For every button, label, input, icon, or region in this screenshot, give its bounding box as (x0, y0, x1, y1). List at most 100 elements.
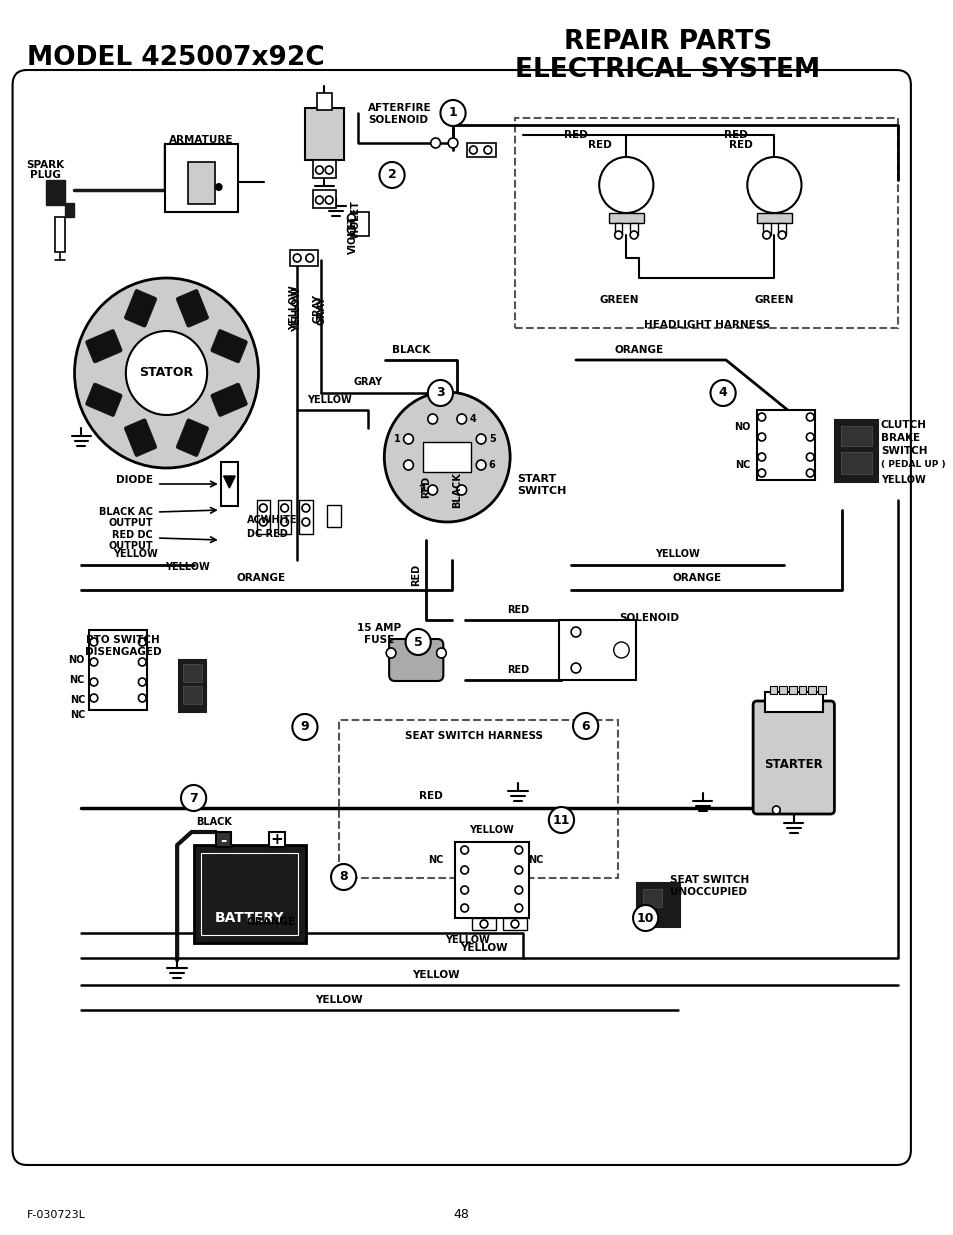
Bar (179, 659, 206, 713)
Bar (807, 685, 815, 694)
Bar (351, 212, 369, 236)
FancyBboxPatch shape (211, 383, 247, 416)
Text: 2: 2 (387, 168, 396, 182)
Text: 48: 48 (454, 1209, 469, 1221)
Bar (338, 720, 617, 878)
Text: NO: NO (733, 422, 749, 432)
Circle shape (427, 380, 453, 406)
Text: STATOR: STATOR (139, 367, 193, 379)
Circle shape (633, 905, 658, 931)
Circle shape (436, 648, 446, 658)
Text: 11: 11 (552, 814, 570, 826)
Text: YELLOW: YELLOW (307, 395, 351, 405)
Text: RED DC: RED DC (112, 530, 152, 540)
Circle shape (331, 864, 355, 890)
Circle shape (259, 517, 267, 526)
Text: YELLOW: YELLOW (412, 969, 459, 981)
Bar (188, 162, 214, 204)
Bar (313, 190, 335, 207)
Text: HEADLIGHT HARNESS: HEADLIGHT HARNESS (643, 320, 769, 330)
Bar (193, 845, 306, 944)
Text: YELLOW: YELLOW (445, 935, 490, 945)
Circle shape (757, 412, 765, 421)
Text: 6: 6 (488, 459, 495, 471)
Circle shape (456, 485, 466, 495)
Circle shape (614, 231, 621, 240)
Text: YELLOW: YELLOW (459, 944, 507, 953)
Text: DISENGAGED: DISENGAGED (85, 647, 161, 657)
Bar (183, 664, 202, 682)
Circle shape (384, 391, 510, 522)
Circle shape (598, 157, 653, 212)
Circle shape (138, 694, 146, 701)
Circle shape (440, 100, 465, 126)
FancyBboxPatch shape (752, 701, 834, 814)
Text: YELLOW: YELLOW (880, 475, 924, 485)
Circle shape (757, 453, 765, 461)
Bar (466, 143, 496, 157)
Circle shape (138, 658, 146, 666)
Bar (55, 217, 65, 252)
Text: RED: RED (411, 564, 421, 587)
Text: BLACK AC: BLACK AC (99, 508, 152, 517)
Circle shape (126, 331, 207, 415)
FancyBboxPatch shape (389, 638, 443, 680)
Text: GRAY: GRAY (353, 377, 382, 387)
Text: YELLOW: YELLOW (314, 995, 362, 1005)
Text: RED: RED (418, 790, 442, 802)
Circle shape (214, 183, 222, 191)
Text: BLACK: BLACK (452, 472, 461, 508)
Circle shape (805, 453, 813, 461)
Circle shape (456, 414, 466, 424)
Text: YELLOW: YELLOW (289, 285, 299, 331)
Bar (756, 410, 814, 480)
Bar (630, 224, 638, 235)
Bar (642, 889, 661, 906)
Circle shape (259, 504, 267, 513)
Text: VIOLET: VIOLET (348, 216, 358, 254)
Bar (313, 161, 335, 178)
Text: RED: RED (420, 475, 431, 498)
Text: 3: 3 (436, 387, 444, 399)
Circle shape (181, 785, 206, 811)
Bar (798, 685, 805, 694)
Circle shape (548, 806, 574, 832)
Circle shape (710, 380, 735, 406)
FancyBboxPatch shape (124, 419, 156, 457)
Polygon shape (223, 475, 235, 488)
Bar (316, 93, 332, 110)
Text: GREEN: GREEN (754, 295, 793, 305)
Text: PLUG: PLUG (30, 170, 61, 180)
Text: NO: NO (68, 655, 84, 664)
Text: GREEN: GREEN (599, 295, 639, 305)
Circle shape (347, 226, 355, 233)
Bar (269, 832, 284, 847)
Text: NC: NC (70, 710, 85, 720)
Text: BRAKE: BRAKE (880, 433, 919, 443)
Circle shape (460, 846, 468, 853)
Bar (762, 224, 770, 235)
Text: SWITCH: SWITCH (880, 446, 926, 456)
Text: DC RED: DC RED (247, 529, 287, 538)
Bar (277, 500, 291, 534)
Circle shape (515, 846, 522, 853)
Circle shape (138, 678, 146, 685)
Text: 7: 7 (417, 485, 424, 495)
Text: START: START (517, 474, 556, 484)
Text: BLACK: BLACK (392, 345, 430, 354)
Circle shape (571, 663, 580, 673)
Circle shape (292, 714, 317, 740)
Circle shape (757, 433, 765, 441)
Bar (841, 426, 871, 446)
Circle shape (293, 254, 301, 262)
Text: 8: 8 (339, 871, 348, 883)
Circle shape (280, 504, 288, 513)
Text: GRAY: GRAY (316, 295, 326, 325)
Text: RED: RED (506, 605, 528, 615)
Circle shape (315, 165, 323, 174)
Circle shape (302, 504, 310, 513)
Text: VIOLET: VIOLET (351, 200, 361, 240)
Bar (290, 249, 317, 266)
Text: FUSE: FUSE (364, 635, 395, 645)
Text: ORANGE: ORANGE (614, 345, 662, 354)
